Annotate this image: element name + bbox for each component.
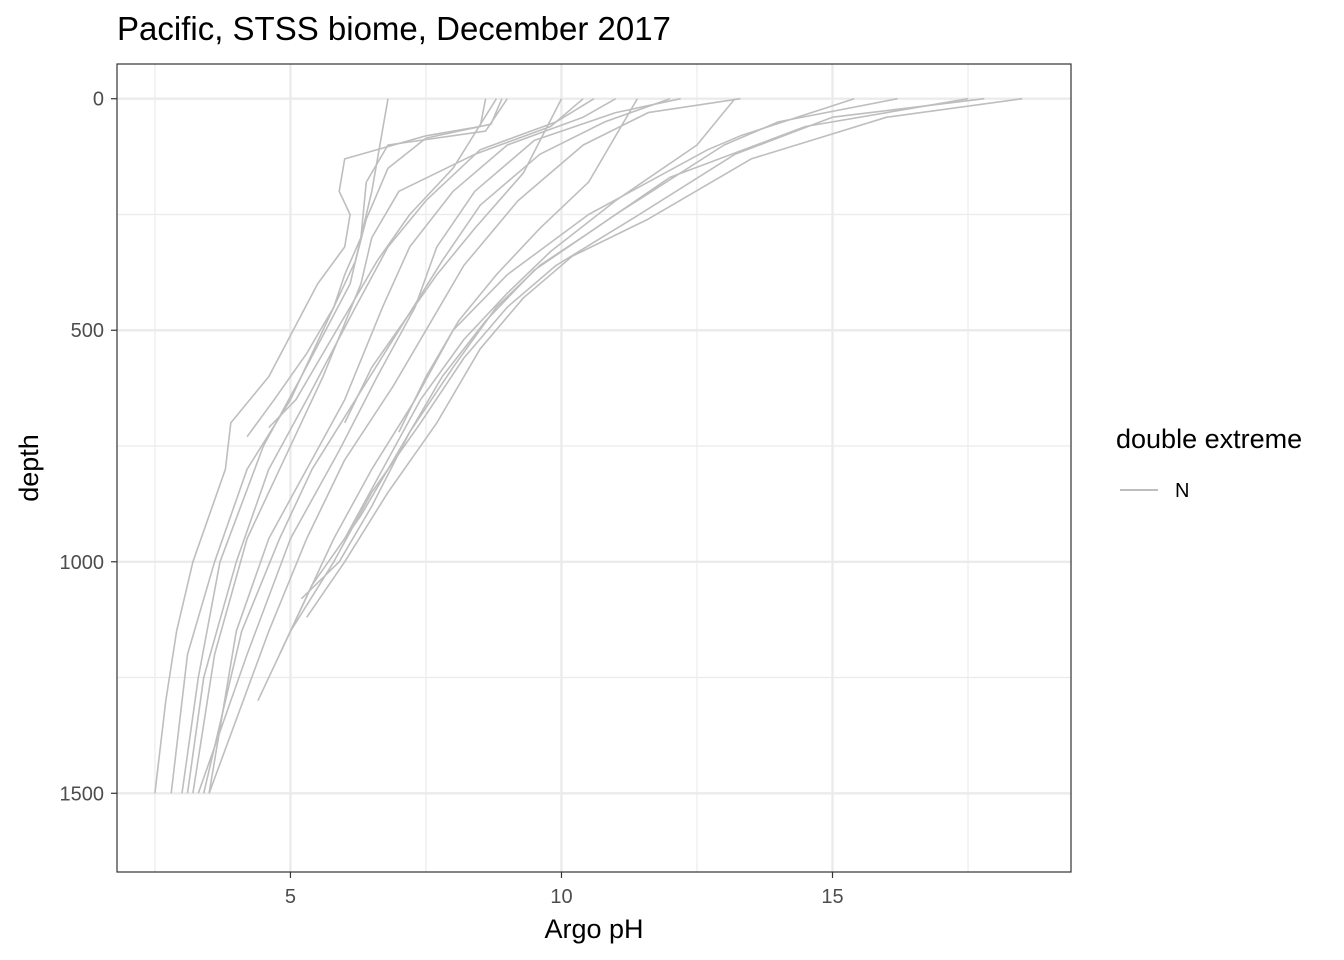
y-tick-label: 0 (93, 89, 104, 111)
series-line-4 (192, 98, 584, 794)
series-line-15 (343, 98, 736, 539)
series-line-14 (300, 97, 969, 600)
series-line-7 (197, 97, 681, 794)
series-line-5 (186, 98, 595, 794)
plot-background (117, 64, 1071, 872)
y-axis-title: depth (14, 434, 44, 502)
series-line-18 (343, 98, 563, 424)
x-tick-label: 10 (550, 886, 572, 908)
legend-label-n: N (1175, 480, 1189, 502)
series-line-17 (268, 98, 498, 429)
y-tick-label: 1500 (60, 783, 105, 805)
legend-title: double extreme (1116, 424, 1302, 454)
y-tick-label: 1000 (60, 552, 105, 574)
y-axis-ticks: 0 500 1000 1500 (60, 89, 117, 805)
series-line-16 (246, 98, 389, 438)
x-axis-ticks: 5 10 15 (285, 872, 844, 908)
series-line-9 (208, 97, 741, 794)
chart-title: Pacific, STSS biome, December 2017 (117, 10, 671, 47)
series-layer (154, 97, 1023, 794)
x-tick-label: 15 (821, 886, 843, 908)
series-line-19 (398, 98, 639, 433)
grid-minor (117, 64, 1071, 872)
series-line-13 (306, 97, 1023, 618)
x-axis-title: Argo pH (544, 914, 643, 944)
series-line-2 (170, 98, 503, 794)
x-tick-label: 5 (285, 886, 296, 908)
series-line-6 (208, 98, 617, 794)
plot-border (116, 63, 1072, 873)
legend: double extreme N (1116, 424, 1302, 502)
series-line-3 (181, 98, 508, 794)
series-line-8 (202, 97, 671, 794)
grid-major (117, 64, 1071, 872)
y-tick-label: 500 (71, 320, 104, 342)
series-line-12 (289, 97, 985, 632)
